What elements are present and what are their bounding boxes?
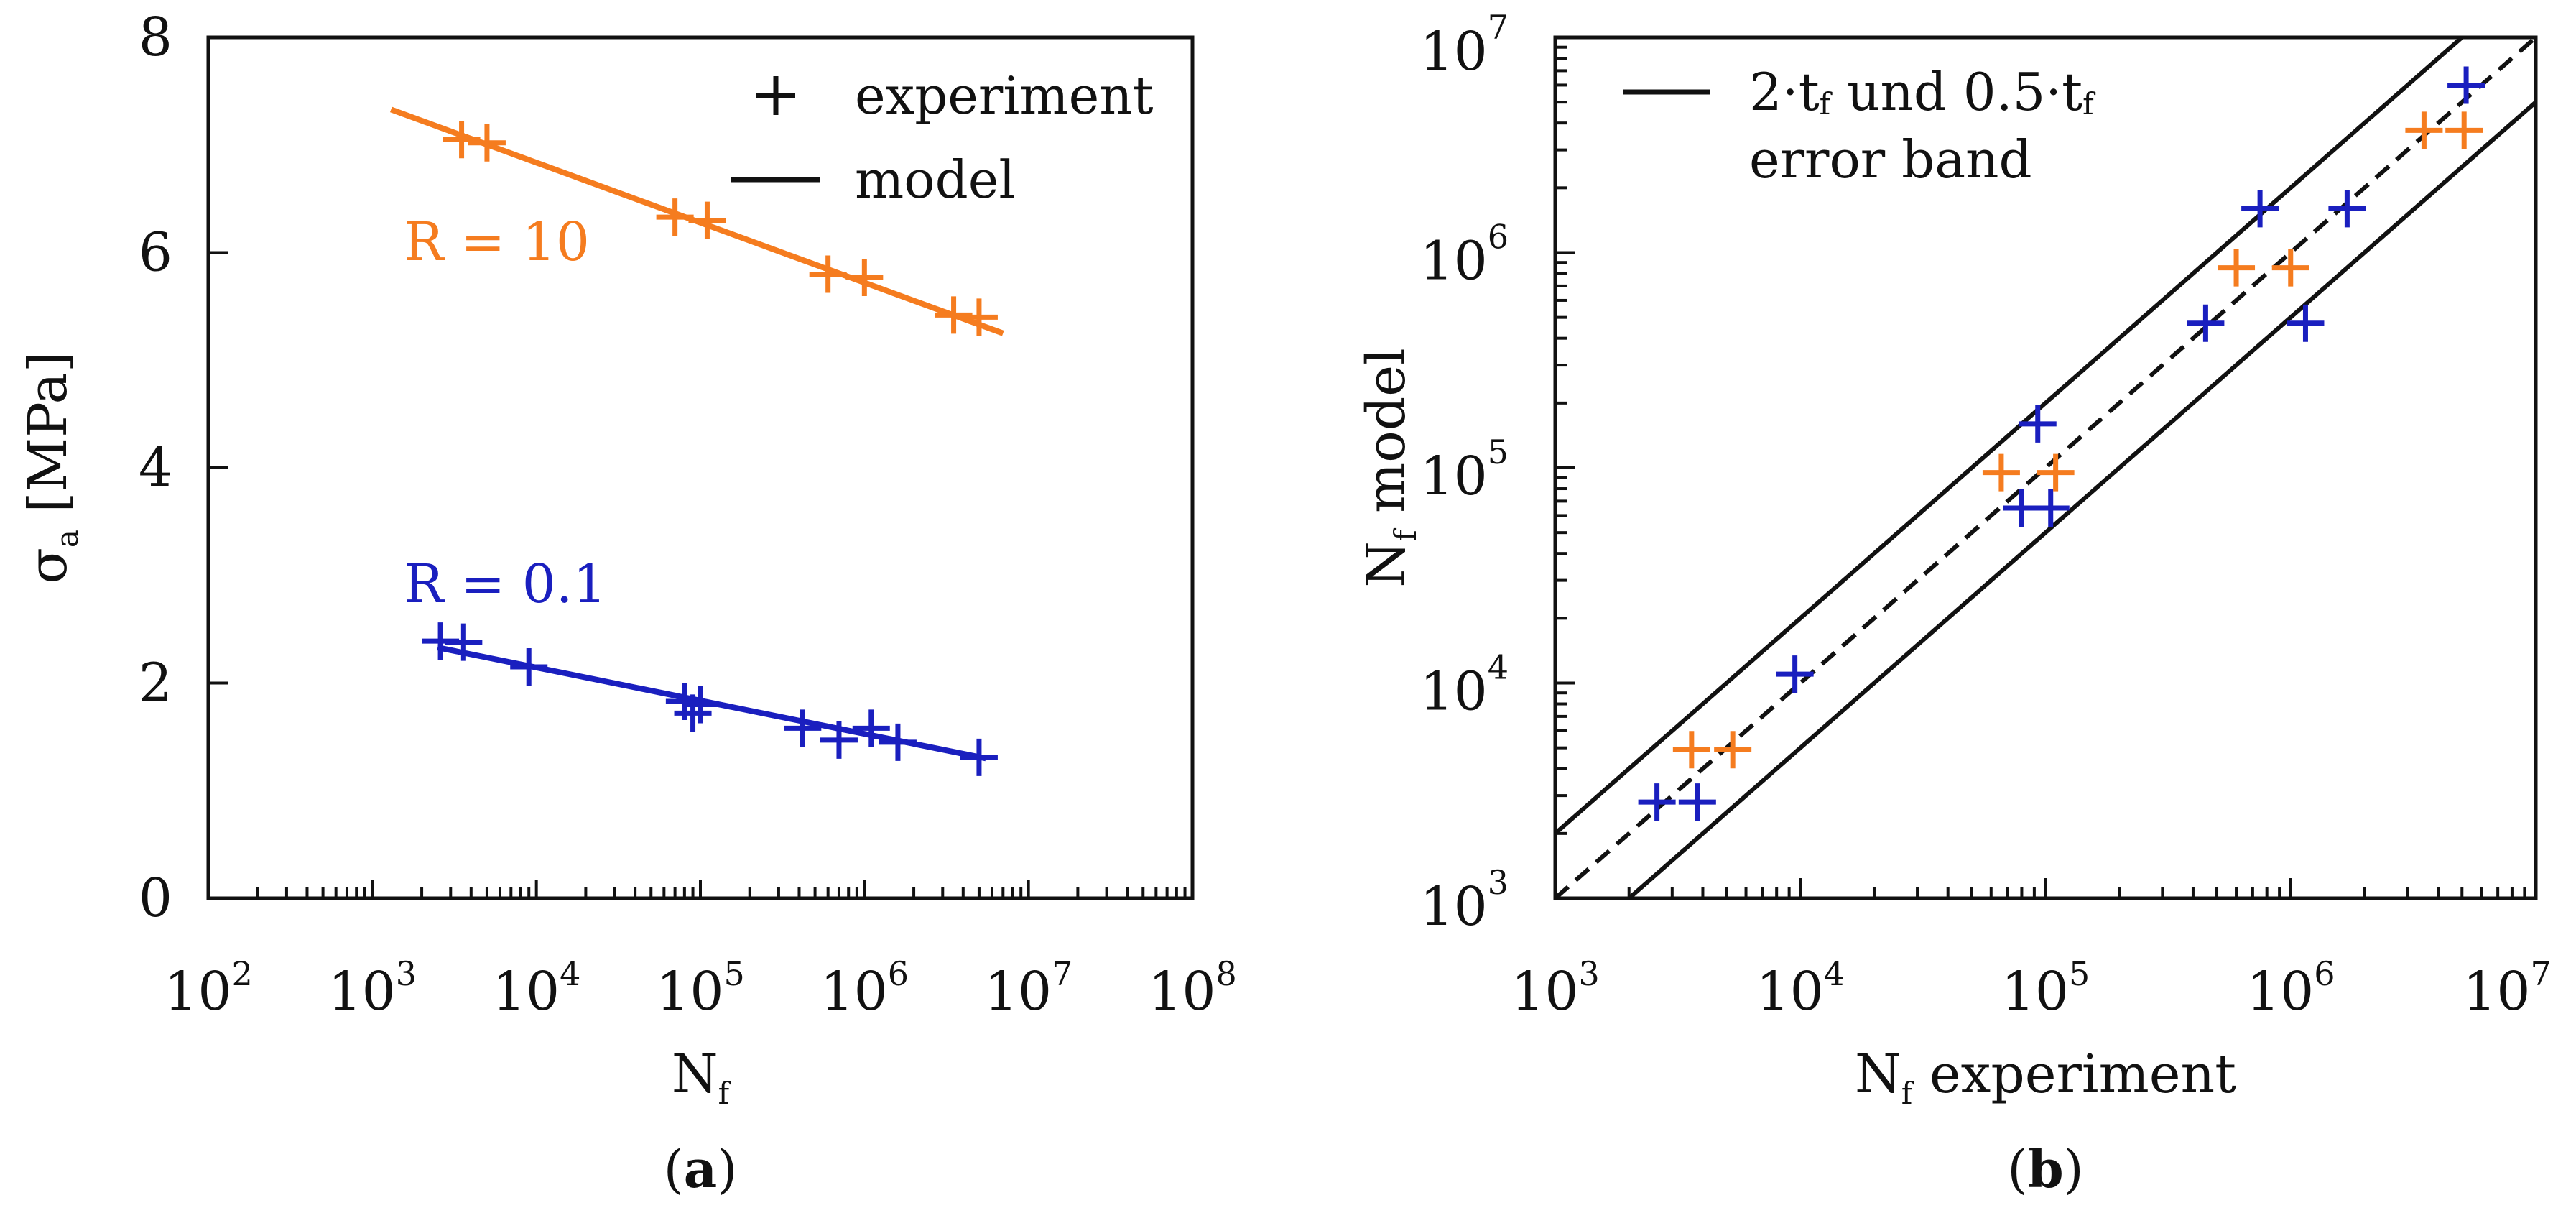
point-a-s0-5	[845, 258, 884, 296]
panel-b-reference-lines	[1554, 35, 2537, 900]
y-axis-title-b: Nf model	[1356, 348, 1423, 587]
legend-b-line1: 2·tf und 0.5·tf	[1749, 62, 2096, 122]
y-tick-label-b-1e6: 106	[1420, 218, 1509, 292]
point-a-s1-4	[674, 694, 712, 732]
x-tick-label-b-1e4: 104	[1756, 954, 1845, 1023]
point-b-s0-2	[1776, 655, 1814, 693]
panel-b-label: (b)	[2007, 1138, 2084, 1199]
reference-line-upper-band	[1554, 35, 2464, 836]
legend-b-line2: error band	[1749, 129, 2032, 190]
y-axis-title-a: σa [MPa]	[17, 351, 85, 584]
x-tick-label-a-1e2: 102	[164, 954, 252, 1023]
y-tick-label-a-8: 8	[139, 6, 172, 68]
panel-b-minor-ticks	[1554, 45, 2526, 900]
y-tick-label-a-0: 0	[139, 867, 172, 929]
point-b-s0-8	[2287, 304, 2325, 342]
point-a-s1-2	[510, 648, 548, 686]
x-tick-label-b-1e3: 103	[1511, 954, 1599, 1023]
point-b-s1-7	[2445, 111, 2483, 149]
x-tick-label-a-1e4: 104	[492, 954, 580, 1023]
point-b-s1-6	[2405, 111, 2443, 149]
point-a-s1-10	[960, 738, 998, 776]
point-b-s0-4	[2019, 405, 2057, 443]
point-a-s0-0	[443, 121, 481, 159]
point-a-s1-7	[820, 721, 858, 759]
x-tick-label-a-1e7: 107	[984, 954, 1072, 1023]
point-b-s0-1	[1678, 783, 1716, 821]
x-axis-title-b: Nf experiment	[1855, 1043, 2236, 1111]
reference-line-identity	[1554, 35, 2537, 900]
point-a-s1-6	[784, 709, 822, 747]
series-label-r10: R = 10	[404, 211, 590, 273]
point-a-s1-5	[682, 686, 719, 724]
x-tick-label-a-1e6: 106	[820, 954, 909, 1023]
panel-b-series	[1638, 66, 2485, 821]
point-b-s0-10	[2447, 66, 2485, 104]
point-b-s1-0	[1672, 731, 1710, 769]
point-b-s0-0	[1638, 783, 1676, 821]
y-tick-label-b-1e4: 104	[1420, 648, 1509, 723]
point-b-s0-7	[2241, 190, 2279, 228]
point-b-s1-5	[2271, 249, 2309, 287]
point-a-s1-8	[852, 709, 890, 747]
panel-a: 0 2 4 6 8 102 103 104 105 106 107 108 Nf…	[17, 6, 1237, 1199]
y-tick-label-b-1e3: 103	[1420, 863, 1509, 938]
y-tick-label-a-4: 4	[139, 437, 172, 499]
panel-a-frame	[206, 35, 1195, 900]
panel-a-series	[389, 106, 1004, 776]
point-b-s0-9	[2328, 190, 2366, 228]
x-tick-label-b-1e5: 105	[2001, 954, 2090, 1023]
x-tick-label-a-1e5: 105	[656, 954, 744, 1023]
y-tick-label-b-1e5: 105	[1420, 433, 1509, 507]
y-tick-label-a-2: 2	[139, 652, 172, 714]
y-tick-label-b-1e7: 107	[1420, 8, 1509, 83]
x-tick-label-b-1e7: 107	[2463, 954, 2551, 1023]
legend-a: experiment model	[731, 65, 1154, 210]
legend-b: 2·tf und 0.5·tf error band	[1623, 62, 2096, 190]
point-a-s0-2	[656, 198, 694, 236]
point-b-s1-2	[1982, 453, 2020, 492]
reference-line-lower-band	[1627, 100, 2537, 900]
point-a-s1-9	[879, 723, 917, 761]
legend-a-experiment-label: experiment	[855, 65, 1154, 126]
point-a-s0-3	[688, 201, 726, 239]
x-tick-label-a-1e8: 108	[1148, 954, 1236, 1023]
y-tick-label-a-6: 6	[139, 222, 172, 284]
point-b-s1-1	[1714, 731, 1752, 769]
point-b-s1-4	[2218, 249, 2256, 287]
point-b-s1-3	[2037, 453, 2075, 492]
point-a-s1-1	[445, 623, 483, 661]
point-b-s0-6	[2187, 304, 2225, 342]
legend-a-model-label: model	[855, 149, 1015, 210]
point-a-s0-1	[468, 124, 506, 162]
panel-a-minor-ticks	[207, 880, 1187, 898]
series-label-r01: R = 0.1	[404, 553, 606, 615]
point-a-s0-4	[809, 255, 847, 293]
x-tick-label-b-1e6: 106	[2246, 954, 2335, 1023]
x-axis-title-a: Nf	[672, 1043, 732, 1111]
point-b-s0-5	[2031, 489, 2070, 527]
panel-a-label: (a)	[664, 1138, 738, 1199]
panel-b: 103 104 105 106 107 103 104 105 106 107 …	[1356, 8, 2552, 1199]
x-tick-label-a-1e3: 103	[328, 954, 417, 1023]
point-a-s0-7	[960, 298, 998, 336]
